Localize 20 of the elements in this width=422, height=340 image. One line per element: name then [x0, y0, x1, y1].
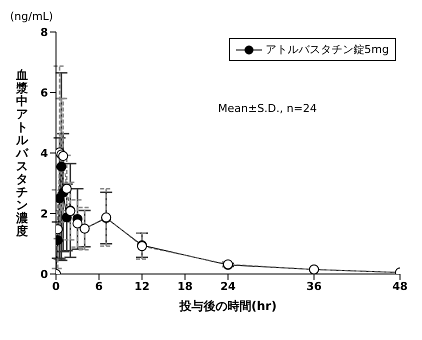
x-axis-title: 投与後の時間(hr)	[178, 299, 277, 313]
annotation: Mean±S.D., n=24	[218, 102, 317, 115]
point	[62, 184, 72, 194]
x-tick-label: 36	[306, 280, 322, 293]
x-tick-label: 6	[95, 280, 104, 293]
y-tick-label: 0	[40, 268, 48, 281]
legend-label: アトルバスタチン錠5mg	[265, 42, 389, 57]
point	[72, 218, 82, 228]
y-tick-label: 4	[40, 146, 48, 160]
x-tick-label: 18	[177, 280, 193, 293]
y-tick-label: 8	[40, 26, 48, 39]
x-tick-label: 24	[220, 280, 236, 293]
x-tick-label: 48	[392, 280, 408, 293]
text: (ng/mL)	[10, 10, 54, 23]
text: 血漿中アトルバスタチン濃度	[16, 68, 28, 238]
point	[56, 162, 66, 172]
x-tick-label: 0	[52, 280, 60, 293]
y-tick-label: 6	[40, 86, 48, 100]
x-tick-label: 12	[134, 280, 150, 293]
y-tick-label: 2	[40, 207, 48, 220]
